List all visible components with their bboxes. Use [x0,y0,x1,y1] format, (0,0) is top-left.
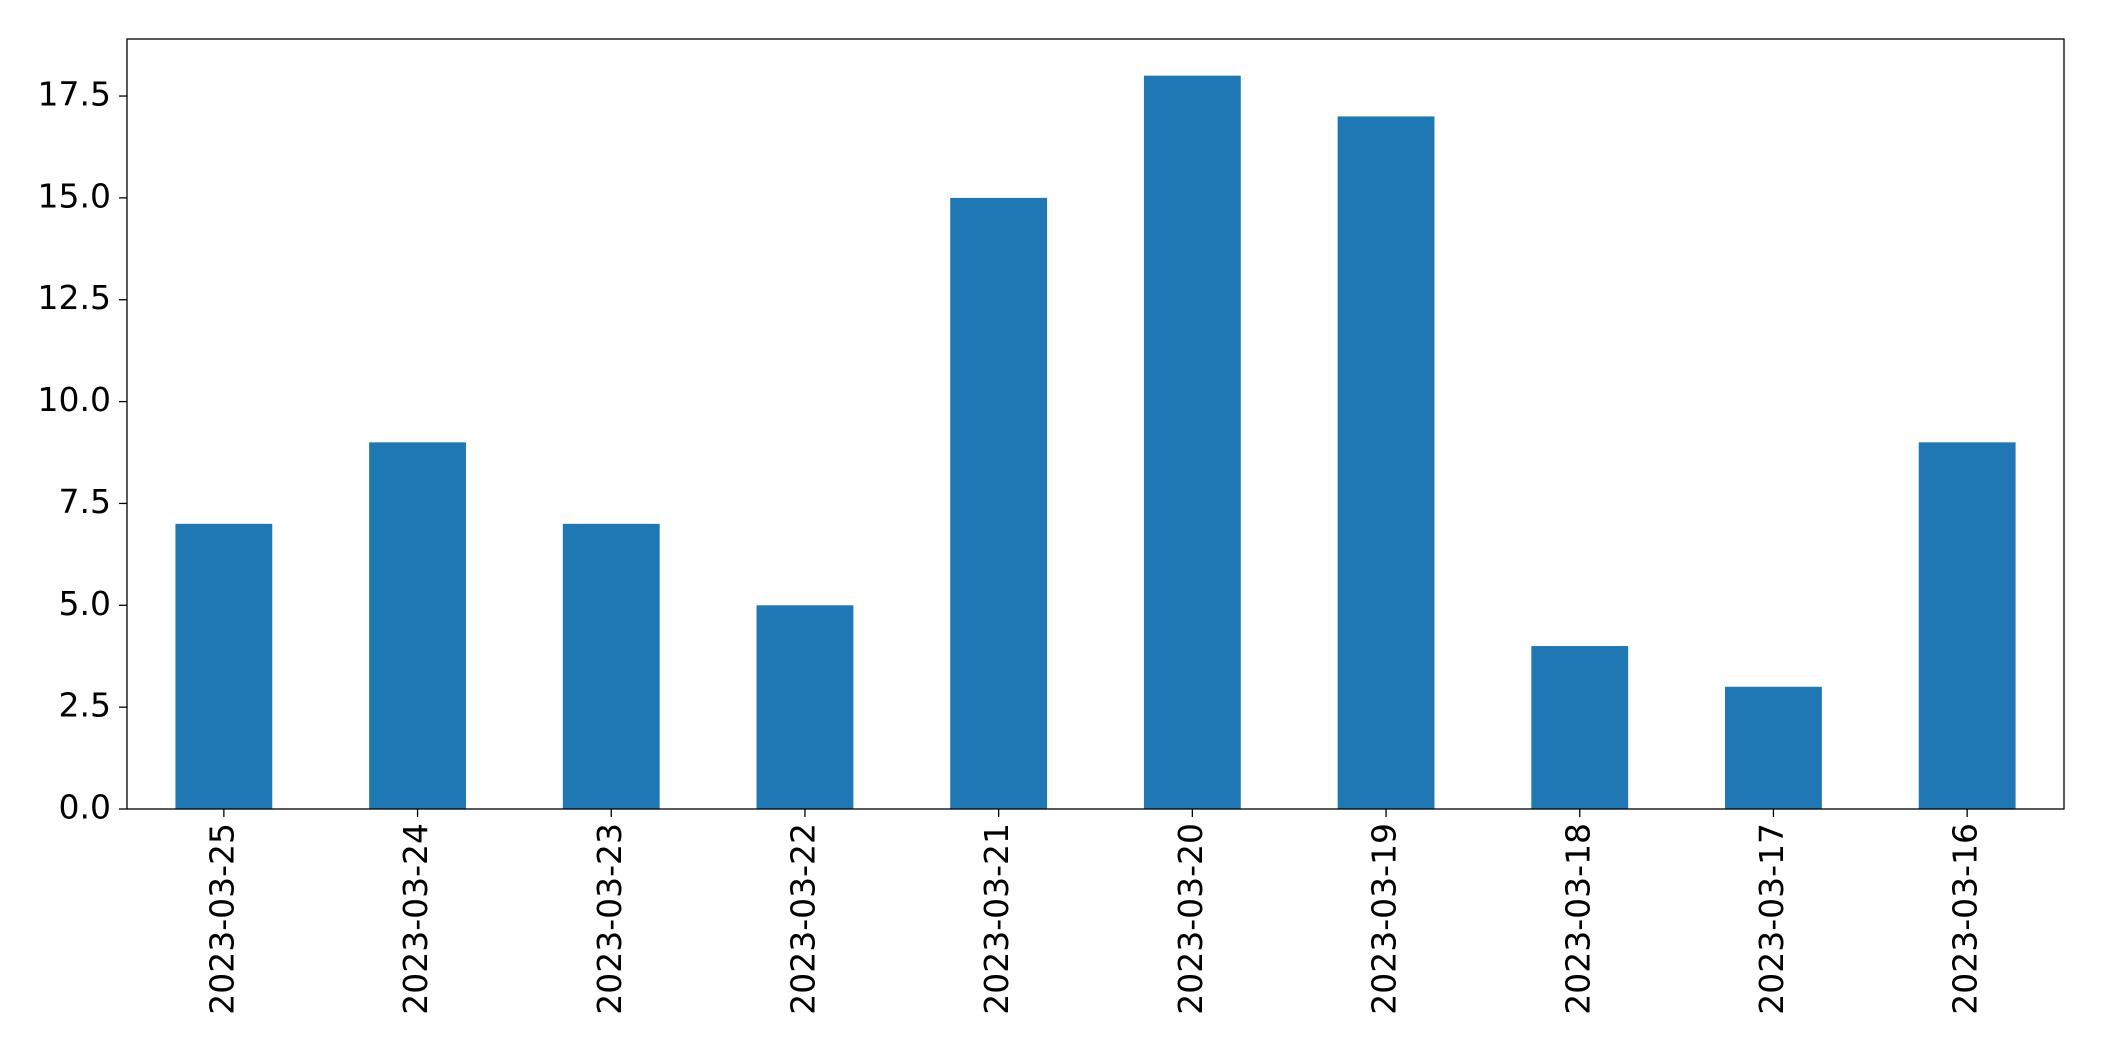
y-tick-label: 2.5 [59,686,111,725]
x-tick-label: 2023-03-21 [977,823,1016,1015]
x-tick-label: 2023-03-16 [1946,823,1985,1015]
y-tick-label: 17.5 [38,75,111,114]
x-tick-label: 2023-03-19 [1365,823,1404,1015]
x-tick-label: 2023-03-25 [202,823,241,1015]
x-tick-label: 2023-03-24 [396,823,435,1015]
bar [1725,686,1822,809]
bar [1143,75,1241,809]
x-tick-label: 2023-03-20 [1171,823,1210,1015]
y-tick-label: 12.5 [38,278,111,317]
bar [1531,646,1629,809]
x-tick-label: 2023-03-23 [590,823,629,1015]
y-tick-label: 5.0 [59,584,111,623]
plot-frame [126,38,2065,810]
bar [369,442,466,809]
bar [950,197,1048,809]
bar [756,605,854,809]
y-tick-label: 0.0 [59,788,111,827]
y-tick-label: 15.0 [38,176,111,215]
x-tick-label: 2023-03-18 [1558,823,1597,1015]
bar [1337,116,1435,809]
x-tick-label: 2023-03-22 [783,823,822,1015]
y-tick-label: 7.5 [59,482,111,521]
bar [175,523,273,809]
x-tick-label: 2023-03-17 [1752,823,1791,1015]
bar [562,523,660,809]
bar [1918,442,2016,809]
y-tick-label: 10.0 [38,380,111,419]
